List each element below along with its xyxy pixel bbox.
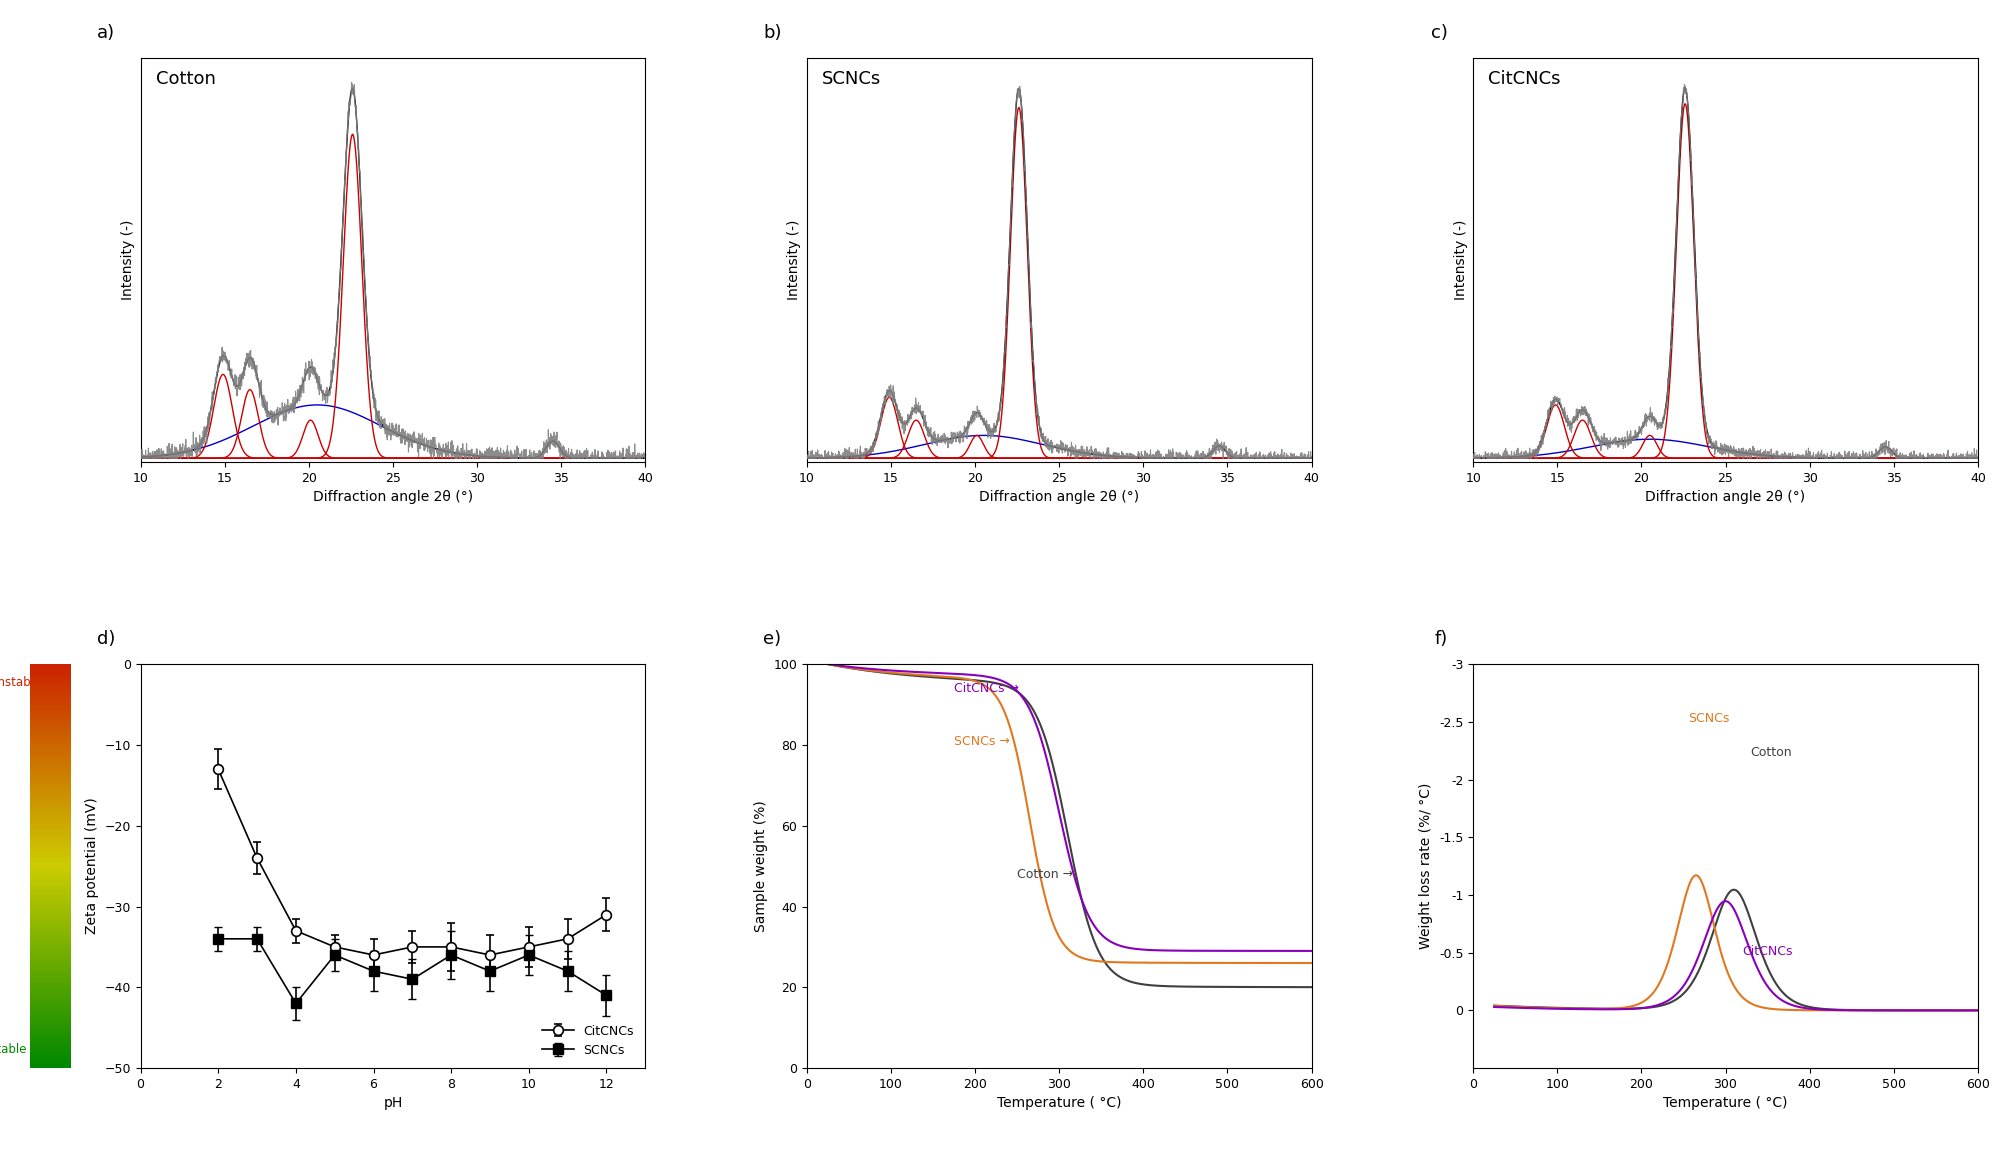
Y-axis label: Intensity (-): Intensity (-) <box>787 219 801 301</box>
Text: Cotton: Cotton <box>157 70 215 88</box>
Text: Unstable: Unstable <box>0 676 42 690</box>
Text: CitCNCs: CitCNCs <box>1487 70 1559 88</box>
X-axis label: Diffraction angle 2θ (°): Diffraction angle 2θ (°) <box>313 490 474 504</box>
Y-axis label: Zeta potential (mV): Zeta potential (mV) <box>84 798 98 935</box>
X-axis label: Diffraction angle 2θ (°): Diffraction angle 2θ (°) <box>979 490 1138 504</box>
X-axis label: Diffraction angle 2θ (°): Diffraction angle 2θ (°) <box>1644 490 1804 504</box>
X-axis label: Temperature ( °C): Temperature ( °C) <box>1662 1096 1786 1110</box>
Text: SCNCs: SCNCs <box>821 70 881 88</box>
Text: a): a) <box>96 24 114 42</box>
Text: c): c) <box>1431 24 1447 42</box>
Text: d): d) <box>96 630 114 648</box>
Y-axis label: Weight loss rate (%/ °C): Weight loss rate (%/ °C) <box>1419 783 1433 950</box>
Text: f): f) <box>1433 630 1447 648</box>
Text: SCNCs: SCNCs <box>1686 712 1728 724</box>
Text: SCNCs →: SCNCs → <box>953 735 1010 748</box>
Y-axis label: Intensity (-): Intensity (-) <box>120 219 134 301</box>
Y-axis label: Sample weight (%): Sample weight (%) <box>753 800 767 932</box>
X-axis label: Temperature ( °C): Temperature ( °C) <box>995 1096 1122 1110</box>
Text: CitCNCs: CitCNCs <box>1742 945 1792 958</box>
Text: b): b) <box>763 24 781 42</box>
Text: Cotton: Cotton <box>1750 747 1792 759</box>
Legend: CitCNCs, SCNCs: CitCNCs, SCNCs <box>538 1019 638 1062</box>
Text: Cotton →: Cotton → <box>1018 868 1074 881</box>
Text: CitCNCs →: CitCNCs → <box>953 683 1020 695</box>
Y-axis label: Intensity (-): Intensity (-) <box>1453 219 1467 301</box>
X-axis label: pH: pH <box>383 1096 401 1110</box>
Text: Stable: Stable <box>0 1043 26 1057</box>
Text: e): e) <box>763 630 781 648</box>
